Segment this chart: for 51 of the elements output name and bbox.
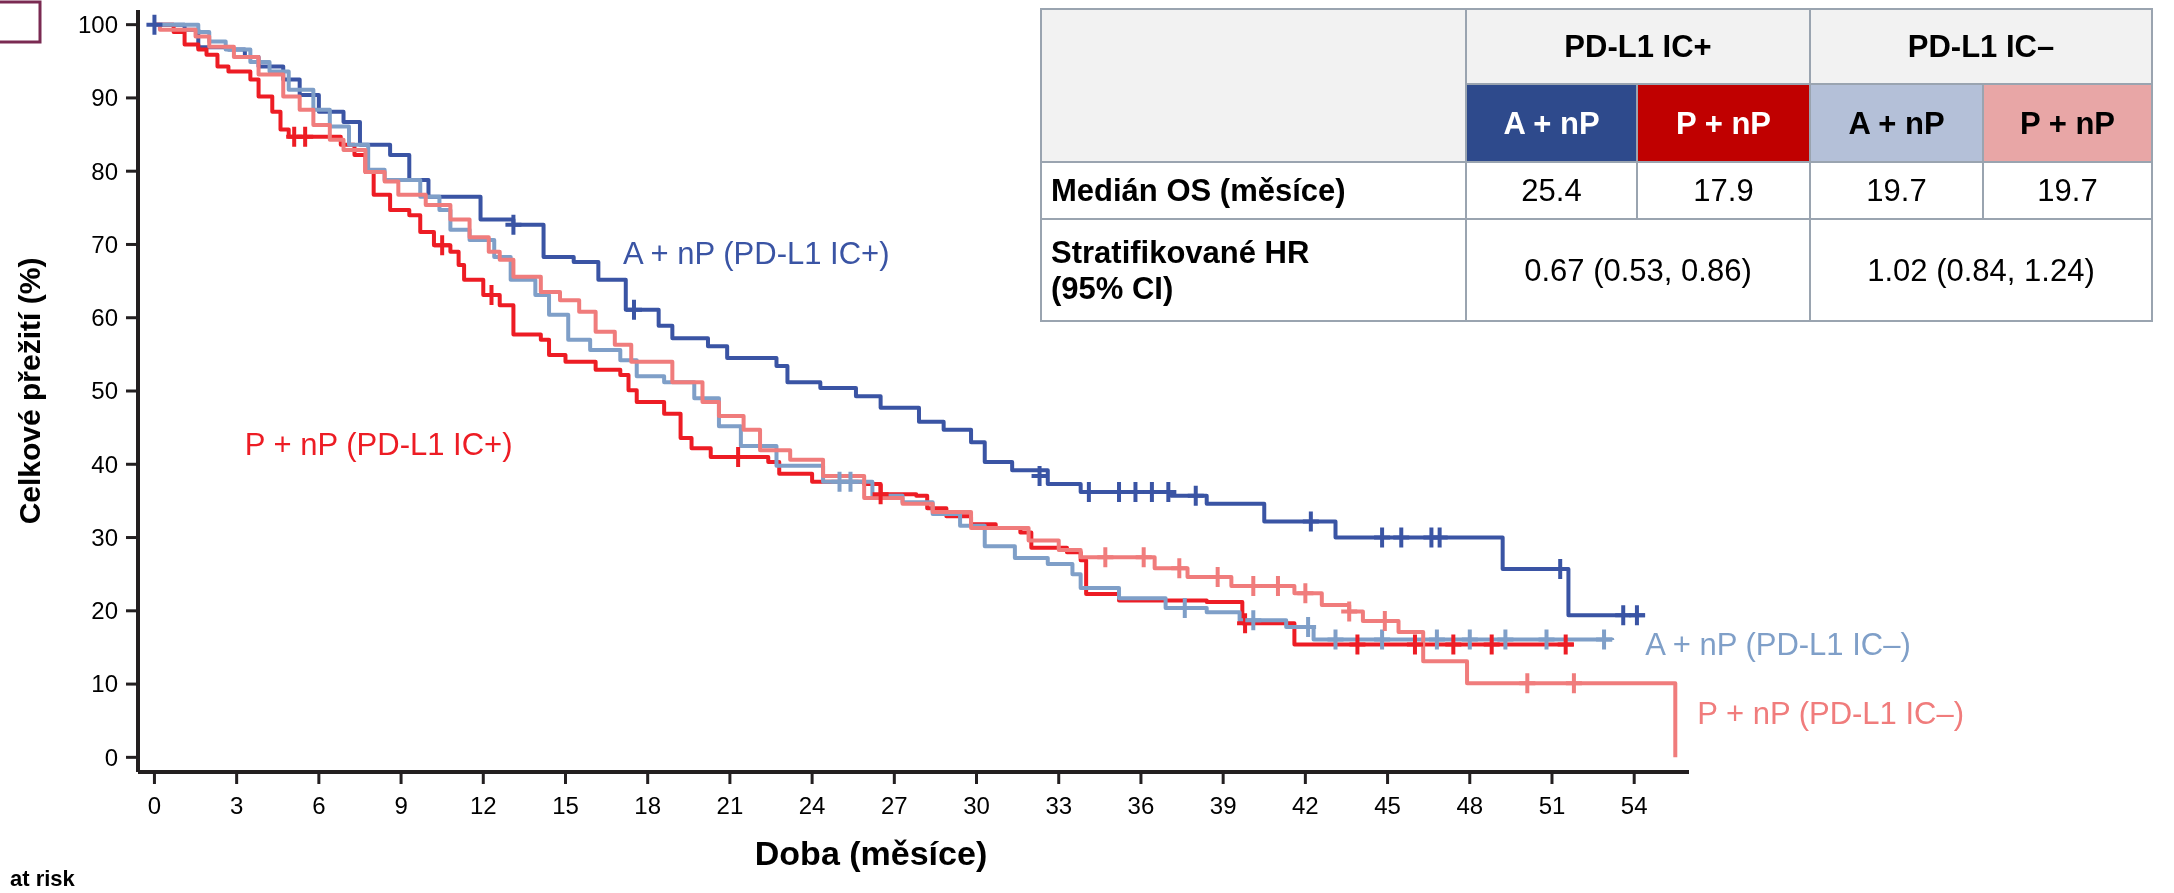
y-tick-label: 30 — [91, 523, 118, 551]
annotation: A + nP — [1503, 105, 1600, 141]
y-tick-label: 80 — [91, 157, 118, 185]
x-tick-label: 33 — [1045, 792, 1073, 819]
x-tick-label: 48 — [1456, 792, 1484, 819]
x-tick-label: 3 — [229, 792, 244, 819]
text: 17.9 — [1693, 173, 1754, 209]
text: PD-L1 IC– — [1907, 29, 2055, 65]
x-tick-label: 21 — [716, 792, 744, 819]
x-tick-label: 45 — [1374, 792, 1401, 819]
series-label: A + nP (PD-L1 IC–) — [1645, 626, 1911, 662]
x-tick-label: 6 — [312, 792, 326, 819]
annotation: 25.4 — [1521, 173, 1582, 209]
x-tick-label: 27 — [880, 792, 908, 819]
y-tick-label: 10 — [91, 670, 118, 698]
x-tick-label: 15 — [552, 792, 579, 819]
x-tick-label: 39 — [1209, 792, 1237, 819]
x-tick-label: 36 — [1127, 792, 1155, 819]
y-tick-label: 70 — [91, 230, 118, 258]
y-tick-label: 100 — [77, 11, 118, 39]
text: 19.7 — [2037, 173, 2098, 209]
series-label: P + nP (PD-L1 IC–) — [1697, 696, 1965, 732]
annotation: PD-L1 IC+ — [1564, 29, 1712, 65]
x-tick-label: 24 — [798, 792, 826, 819]
annotation: 0.67 (0.53, 0.86) — [1524, 252, 1752, 288]
x-tick-label: 12 — [469, 792, 497, 819]
x-tick-label: 9 — [394, 792, 408, 819]
y-tick-label: 50 — [91, 377, 118, 405]
series-label: A + nP (PD-L1 IC+) — [623, 236, 890, 272]
y-tick-label: 90 — [91, 84, 118, 112]
text: 1.02 (0.84, 1.24) — [1867, 252, 2095, 288]
text: P + nP (PD-L1 IC+) — [244, 426, 513, 462]
y-tick-label: 40 — [91, 450, 118, 478]
y-tick-label: 20 — [91, 597, 118, 625]
text: 19.7 — [1866, 173, 1927, 209]
x-tick-label: 54 — [1620, 792, 1648, 819]
x-tick-label: 42 — [1292, 792, 1319, 819]
annotation: P + nP — [1675, 105, 1772, 141]
y-tick-label: 0 — [104, 743, 118, 771]
text: at risk — [10, 866, 76, 891]
annotation: Stratifikované HR (95% CI) — [1051, 235, 1310, 306]
text: A + nP — [1848, 105, 1945, 141]
text: P + nP — [2019, 105, 2116, 141]
y-tick-label: 60 — [91, 304, 118, 332]
x-tick-label: 0 — [147, 792, 162, 819]
x-tick-label: 51 — [1538, 792, 1566, 819]
x-axis-title: Doba (měsíce) — [754, 834, 988, 872]
x-tick-label: 30 — [963, 792, 990, 819]
annotation: Medián OS (měsíce) — [1051, 173, 1346, 209]
y-axis-title: Celkové přežití (%) — [13, 257, 46, 525]
x-tick-label: 18 — [634, 792, 662, 819]
